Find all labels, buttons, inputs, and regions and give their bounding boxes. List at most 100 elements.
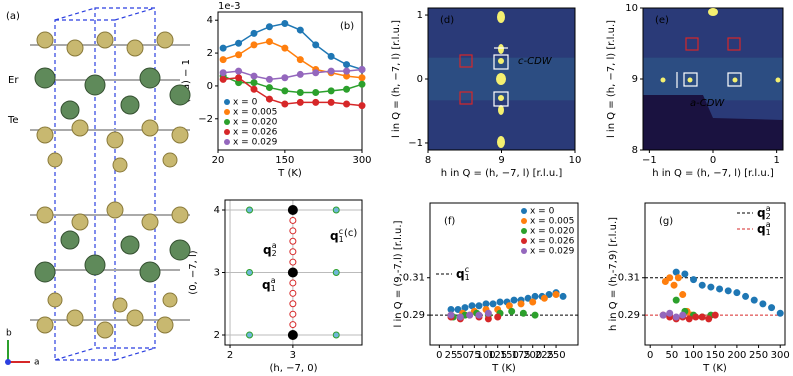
legend-marker — [521, 248, 527, 254]
x-tick-label: 0 — [647, 350, 653, 361]
data-point — [517, 300, 525, 308]
data-point — [674, 274, 682, 282]
fit-line — [223, 76, 363, 107]
superscript: a — [766, 204, 771, 213]
data-point — [312, 69, 320, 77]
data-point — [250, 85, 258, 93]
data-point — [524, 294, 532, 302]
data-point — [343, 85, 351, 93]
x-tick-label: 175 — [511, 350, 530, 361]
fit-line — [222, 40, 363, 79]
data-point — [733, 289, 741, 297]
data-point — [287, 267, 298, 278]
offset-text: 1e-3 — [218, 1, 241, 12]
data-point — [475, 311, 483, 319]
fit-line — [223, 68, 363, 81]
data-point — [343, 61, 351, 69]
data-point — [296, 56, 304, 64]
axes-frame — [644, 202, 786, 346]
data-point — [219, 56, 227, 64]
x-tick-label: 150 — [275, 155, 294, 166]
data-point — [289, 216, 297, 224]
data-point — [289, 321, 297, 329]
y-tick-label: 2 — [207, 48, 213, 59]
data-point — [559, 292, 567, 300]
te-atoms — [36, 31, 189, 339]
y-tick-label: −2 — [198, 114, 213, 125]
data-point — [707, 283, 715, 291]
x-tick-label: 25 — [445, 350, 458, 361]
data-point — [466, 311, 474, 319]
superscript: c — [465, 265, 469, 274]
legend-marker — [521, 218, 527, 224]
legend-marker — [521, 208, 527, 214]
data-point — [540, 294, 548, 302]
math-label: q1a — [262, 276, 276, 293]
data-point — [672, 296, 680, 304]
math-label: q2a — [757, 204, 771, 221]
data-point — [289, 289, 297, 297]
subscript: 1 — [465, 273, 470, 282]
legend-label: x = 0 — [233, 98, 258, 108]
data-point — [711, 311, 719, 319]
legend-label: x = 0.020 — [530, 227, 575, 237]
panel-label: (f) — [444, 216, 455, 227]
data-point — [447, 306, 455, 313]
atom-label: Er — [8, 75, 19, 86]
data-point — [666, 274, 674, 282]
data-point — [265, 23, 273, 31]
data-point — [246, 269, 254, 276]
data-point — [250, 72, 258, 80]
image-overlays — [459, 8, 781, 148]
data-point — [468, 302, 476, 310]
symbol: q — [456, 267, 465, 281]
y-tick-label: 4 — [214, 205, 220, 216]
data-point — [332, 206, 340, 214]
data-point — [287, 330, 298, 340]
data-point — [235, 67, 243, 75]
data-point — [358, 102, 366, 110]
data-point — [672, 313, 680, 321]
x-tick-label: 50 — [456, 350, 469, 361]
y-tick-label: 0.31 — [403, 273, 425, 284]
subscript: 1 — [339, 235, 344, 244]
legend-marker — [224, 139, 230, 145]
legend-label: x = 0.026 — [530, 237, 575, 247]
y-tick-label: 0.31 — [618, 273, 640, 284]
data-point — [698, 313, 706, 321]
symbol: q — [263, 243, 272, 257]
data-point — [265, 84, 273, 92]
x-tick-label: 3 — [290, 350, 296, 361]
data-point — [531, 292, 539, 300]
superscript: a — [272, 241, 277, 250]
image-shadow — [643, 95, 783, 150]
y-axis-label: (c/a) − 1 — [181, 59, 192, 103]
y-tick-label: 0.29 — [618, 310, 640, 321]
x-tick-label: 50 — [666, 350, 679, 361]
superscript: a — [766, 220, 771, 229]
data-point — [484, 315, 492, 323]
x-tick-label: 150 — [706, 350, 725, 361]
panel-label: (a) — [6, 11, 20, 22]
subscript: 1 — [766, 228, 771, 237]
data-point — [552, 291, 560, 299]
data-point — [265, 38, 273, 46]
data-point — [759, 300, 767, 308]
data-point — [296, 98, 304, 106]
y-tick-label: 0.29 — [403, 310, 425, 321]
data-point — [690, 276, 698, 284]
data-point — [332, 331, 340, 339]
data-point — [289, 279, 297, 287]
x-tick-label: 75 — [468, 350, 481, 361]
data-point — [724, 287, 732, 295]
legend-label: x = 0 — [530, 207, 555, 217]
annotation: a-CDW — [690, 98, 725, 109]
x-axis-label: T (K) — [277, 168, 302, 179]
data-point — [672, 268, 680, 276]
data-point — [343, 67, 351, 75]
math-label: q2a — [263, 241, 277, 258]
legend-marker — [521, 228, 527, 234]
axis-icon-label: a — [34, 358, 40, 368]
